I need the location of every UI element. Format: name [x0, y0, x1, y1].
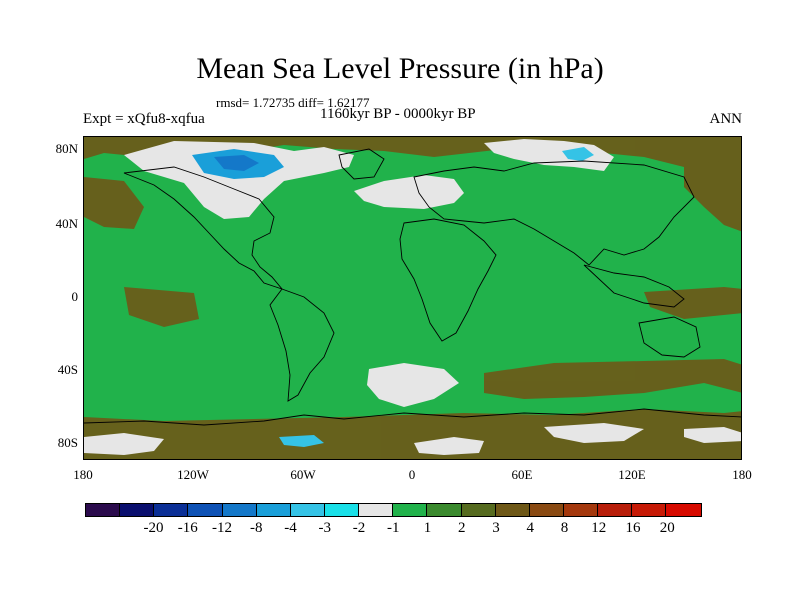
colorbar-swatch	[86, 504, 121, 516]
y-tick-label: 80S	[57, 435, 78, 450]
colorbar-label: -8	[250, 520, 263, 536]
x-tick-label: 60E	[511, 467, 533, 482]
map-panel	[83, 136, 742, 460]
colorbar-label: 3	[492, 520, 500, 536]
colorbar	[85, 503, 702, 517]
colorbar-swatch	[461, 504, 496, 516]
x-tick-label: 0	[408, 467, 416, 482]
colorbar-label: 12	[591, 520, 607, 536]
x-tick-label: 120W	[177, 467, 209, 482]
colorbar-swatch	[666, 504, 701, 516]
y-tick-label: 40N	[55, 216, 78, 231]
season-label: ANN	[709, 111, 743, 127]
x-tick-label: 180	[73, 467, 93, 482]
colorbar-label: -4	[284, 520, 297, 536]
colorbar-swatch	[495, 504, 530, 516]
colorbar-label: 20	[659, 520, 675, 536]
x-tick-label: 60W	[290, 467, 316, 482]
colorbar-swatch	[120, 504, 155, 516]
y-tick-label: 40S	[57, 362, 78, 377]
negative-anomaly-regions	[192, 147, 594, 447]
colorbar-swatch	[393, 504, 428, 516]
x-tick-label: 120E	[618, 467, 646, 482]
colorbar-swatch	[188, 504, 223, 516]
colorbar-label: 8	[560, 520, 569, 536]
colorbar-label: 16	[625, 520, 641, 536]
colorbar-label: -16	[177, 520, 198, 536]
y-tick-label: 0	[71, 289, 79, 304]
colorbar-swatch	[256, 504, 291, 516]
experiment-label: Expt = xQfu8-xqfua	[83, 111, 205, 127]
stats-text: rmsd= 1.72735 diff= 1.62177	[216, 95, 370, 110]
colorbar-label: 2	[458, 520, 466, 536]
colorbar-swatch	[290, 504, 325, 516]
colorbar-swatch	[222, 504, 257, 516]
colorbar-swatch	[359, 504, 394, 516]
colorbar-label: -12	[212, 520, 232, 536]
world-map	[84, 137, 741, 459]
y-tick-label: 80N	[55, 141, 78, 156]
colorbar-label: 4	[526, 520, 535, 536]
near-zero-regions	[84, 139, 741, 455]
period-label: 1160kyr BP - 0000kyr BP	[320, 106, 476, 122]
colorbar-swatch	[563, 504, 599, 516]
colorbar-swatch	[529, 504, 564, 516]
colorbar-label: -2	[352, 520, 366, 536]
colorbar-swatch	[324, 504, 360, 516]
colorbar-swatch	[427, 504, 462, 516]
plot-title: Mean Sea Level Pressure (in hPa)	[196, 52, 604, 85]
colorbar-swatch	[154, 504, 189, 516]
colorbar-swatch	[598, 504, 633, 516]
coastlines	[84, 148, 741, 426]
colorbar-swatch	[632, 504, 667, 516]
x-tick-label: 180	[732, 467, 752, 482]
colorbar-label: -20	[143, 520, 164, 536]
colorbar-label: 1	[423, 520, 432, 536]
colorbar-label: -1	[387, 520, 400, 536]
colorbar-label: -3	[318, 520, 332, 536]
